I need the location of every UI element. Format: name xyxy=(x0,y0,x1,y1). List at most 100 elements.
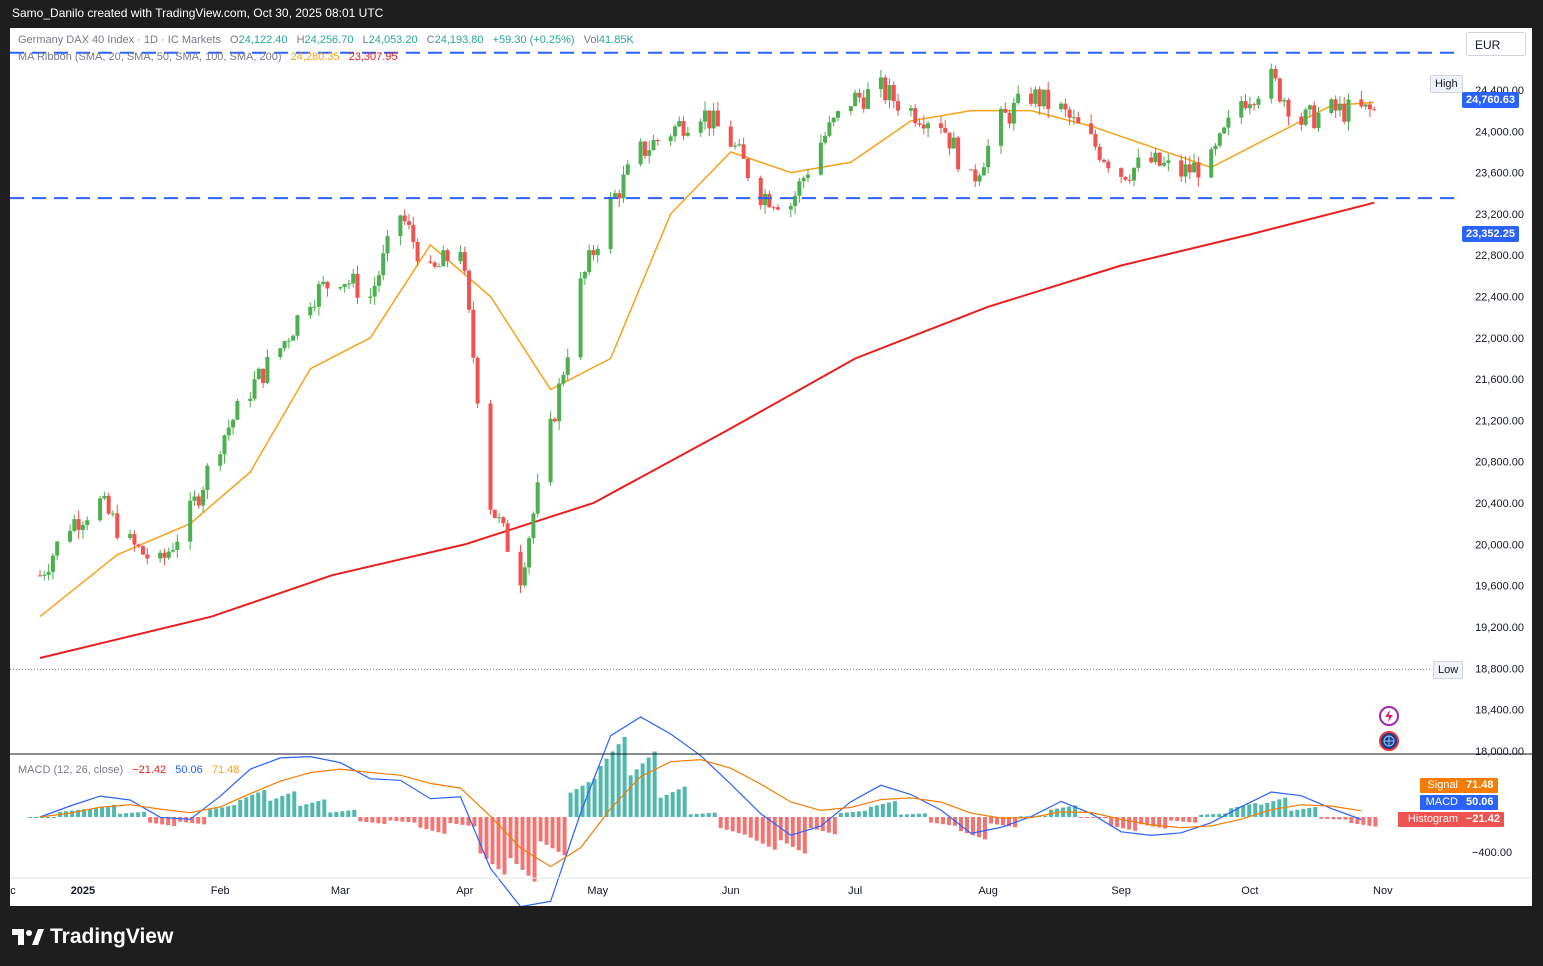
chart-panel[interactable]: 18,000.00 18,400.00 18,800.00 19,200.00 19,6… xyxy=(10,28,1532,906)
candle-up xyxy=(527,538,532,568)
candle-down xyxy=(1273,68,1278,79)
histogram-bar xyxy=(232,805,237,817)
y-tick-label: 20,000.00 xyxy=(1475,539,1524,551)
histogram-bar xyxy=(748,817,753,838)
candle-down xyxy=(947,132,952,149)
histogram-bar xyxy=(478,817,483,854)
histogram-bar xyxy=(676,789,681,817)
candle-up xyxy=(102,495,107,499)
x-tick-label: Sep xyxy=(1111,885,1131,897)
candle-up xyxy=(531,513,536,539)
macd-legend[interactable]: MACD (12, 26, close) −21.42 50.06 71.48 xyxy=(18,764,245,776)
histogram-bar xyxy=(400,817,405,822)
candle-down xyxy=(1089,123,1094,134)
histogram-bar xyxy=(922,813,927,817)
candle-down xyxy=(707,110,712,129)
candle-up xyxy=(235,400,240,420)
histogram-bar xyxy=(376,817,381,824)
candle-down xyxy=(1076,117,1081,124)
candle-down xyxy=(1157,152,1162,166)
histogram-bar xyxy=(995,817,1000,825)
histogram-bar xyxy=(484,817,489,859)
histogram-bar xyxy=(244,797,249,817)
candle-up xyxy=(621,174,626,199)
candle-up xyxy=(192,496,197,501)
candle-up xyxy=(1307,105,1312,110)
histogram-bar xyxy=(1133,817,1138,831)
histogram-bar xyxy=(262,790,267,817)
candle-down xyxy=(1119,168,1124,177)
histogram-bar xyxy=(334,811,339,817)
candle-down xyxy=(1067,109,1072,118)
histogram-bar xyxy=(1349,817,1354,824)
symbol-legend[interactable]: Germany DAX 40 Index · 1D · IC Markets O… xyxy=(18,34,640,46)
candle-down xyxy=(973,169,978,182)
tradingview-brand[interactable]: TradingView xyxy=(12,925,173,949)
candle-up xyxy=(175,541,180,550)
histogram-bar xyxy=(196,817,201,824)
candle-down xyxy=(145,554,150,559)
histogram-bar xyxy=(808,817,813,828)
candle-up xyxy=(557,383,562,422)
histogram-bar xyxy=(916,813,921,817)
signal-label-tag: Signal xyxy=(1420,778,1462,793)
candle-up xyxy=(72,519,77,531)
candle-down xyxy=(1106,161,1111,169)
candle-up xyxy=(226,427,231,436)
ma-ribbon-legend[interactable]: MA Ribbon (SMA, 20, SMA, 50, SMA, 100, S… xyxy=(18,51,404,63)
histogram-bar xyxy=(1355,817,1360,824)
histogram-bar xyxy=(424,817,429,830)
candle-up xyxy=(522,567,527,586)
candle-down xyxy=(488,403,493,510)
candle-up xyxy=(316,284,321,307)
currency-button[interactable]: EUR xyxy=(1466,32,1526,56)
histogram-bar xyxy=(802,817,807,854)
candle-up xyxy=(1337,103,1342,111)
candle-down xyxy=(501,517,506,524)
candle-up xyxy=(222,435,227,455)
candle-down xyxy=(471,309,476,358)
histogram-bar xyxy=(784,817,789,844)
histogram-bar xyxy=(1079,817,1084,818)
histogram-bar xyxy=(790,817,795,847)
histogram-bar xyxy=(1043,816,1048,818)
candle-up xyxy=(1033,89,1038,104)
histogram-bar xyxy=(268,800,273,817)
candle-up xyxy=(158,552,163,559)
histogram-bar xyxy=(286,793,291,817)
histogram-bar xyxy=(1265,802,1270,817)
candle-up xyxy=(1192,162,1197,173)
candle-down xyxy=(857,92,862,98)
candle-up xyxy=(55,541,60,556)
histogram-bar xyxy=(1169,817,1174,821)
candle-down xyxy=(76,519,81,530)
histogram-bar xyxy=(886,802,891,817)
candle-down xyxy=(1046,89,1051,109)
candle-up xyxy=(1136,157,1141,168)
histogram-bar xyxy=(1217,813,1222,817)
histogram-bar xyxy=(274,798,279,817)
globe-icon[interactable] xyxy=(1379,731,1399,751)
y-tick-label: 23,200.00 xyxy=(1475,209,1524,221)
histogram-bar xyxy=(394,817,399,822)
histogram-value-tag: −21.42 xyxy=(1462,812,1504,827)
candle-down xyxy=(355,273,360,298)
candle-down xyxy=(758,177,763,206)
price-chart[interactable]: 18,000.00 18,400.00 18,800.00 19,200.00 19,6… xyxy=(10,28,1532,906)
histogram-bar xyxy=(436,817,441,833)
histogram-bar xyxy=(118,813,123,817)
candle-up xyxy=(1329,99,1334,113)
candle-down xyxy=(402,215,407,222)
histogram-bar xyxy=(124,813,129,817)
candle-down xyxy=(1372,109,1377,111)
histogram-bar xyxy=(1151,817,1156,827)
x-tick-label: 2025 xyxy=(71,885,95,897)
candle-up xyxy=(338,287,343,289)
vol-value: 41.85K xyxy=(598,34,634,46)
histogram-bar xyxy=(862,810,867,817)
histogram-bar xyxy=(1325,817,1330,819)
lightning-icon[interactable] xyxy=(1379,706,1399,726)
candle-down xyxy=(106,495,111,514)
candle-up xyxy=(295,315,300,336)
y-tick-label: 19,600.00 xyxy=(1475,581,1524,593)
